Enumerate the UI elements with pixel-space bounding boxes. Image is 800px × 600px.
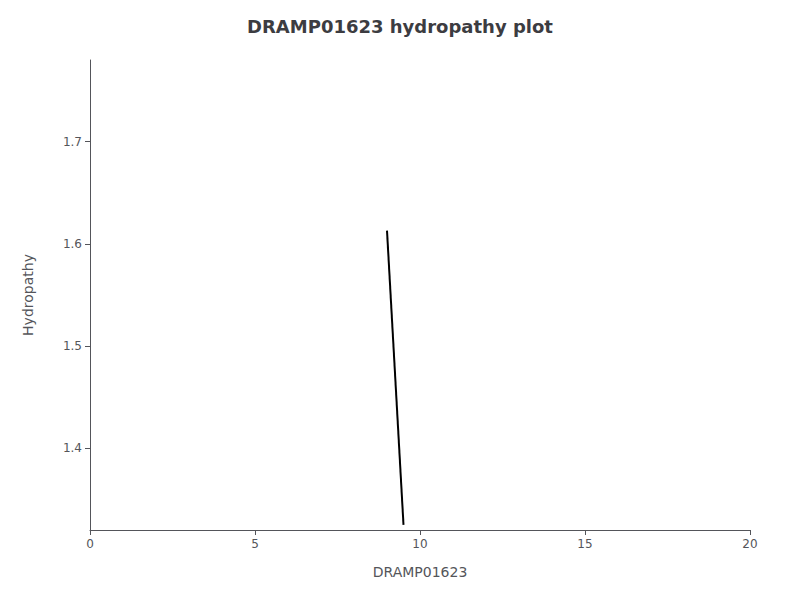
svg-text:10: 10 <box>412 537 427 551</box>
svg-text:1.4: 1.4 <box>63 441 82 455</box>
svg-text:DRAMP01623: DRAMP01623 <box>373 564 468 580</box>
svg-text:1.6: 1.6 <box>63 237 82 251</box>
svg-text:1.5: 1.5 <box>63 339 82 353</box>
svg-text:15: 15 <box>577 537 592 551</box>
svg-text:20: 20 <box>742 537 757 551</box>
svg-text:DRAMP01623 hydropathy plot: DRAMP01623 hydropathy plot <box>247 16 553 37</box>
svg-text:0: 0 <box>86 537 94 551</box>
svg-text:1.7: 1.7 <box>63 135 82 149</box>
svg-text:5: 5 <box>251 537 259 551</box>
svg-text:Hydropathy: Hydropathy <box>20 254 36 336</box>
